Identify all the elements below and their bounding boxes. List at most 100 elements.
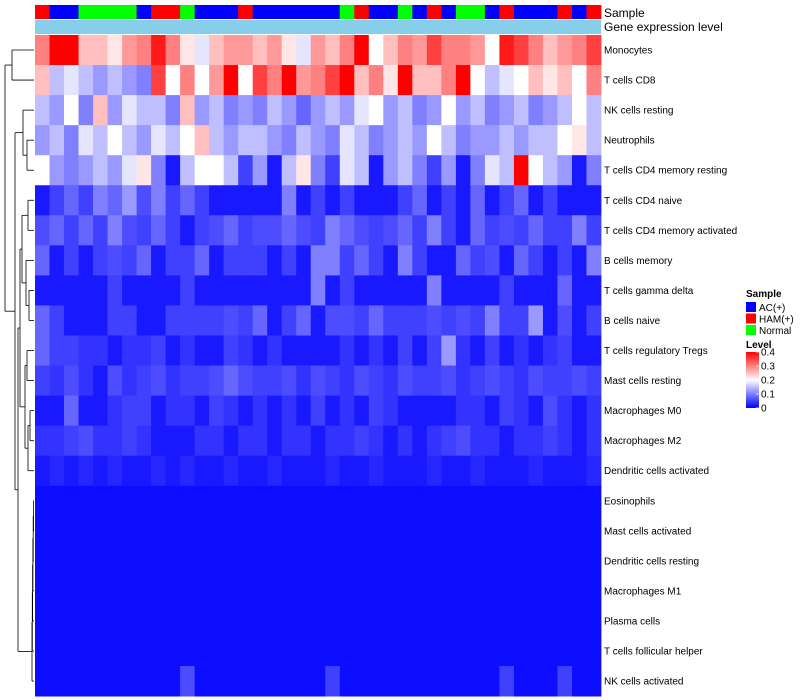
- heatmap-cell: [455, 515, 471, 547]
- heatmap-cell: [107, 425, 123, 457]
- heatmap-cell: [310, 666, 326, 697]
- heatmap-cell: [107, 95, 123, 126]
- heatmap-cell: [586, 425, 602, 457]
- heatmap-cell: [325, 515, 341, 547]
- heatmap-cell: [499, 95, 515, 126]
- heatmap-cell: [180, 485, 196, 517]
- heatmap-cell: [49, 35, 65, 66]
- heatmap-cell: [528, 245, 544, 276]
- heatmap-cell: [165, 335, 181, 366]
- row-label: T cells CD8: [604, 76, 656, 87]
- heatmap-cell: [368, 395, 384, 427]
- heatmap-cell: [571, 455, 587, 487]
- heatmap-cell: [499, 35, 515, 66]
- heatmap-cell: [78, 455, 94, 487]
- heatmap-cell: [238, 185, 254, 216]
- heatmap-cell: [180, 666, 196, 697]
- heatmap-cell: [557, 666, 573, 697]
- heatmap-cell: [513, 185, 529, 216]
- heatmap-cell: [310, 425, 326, 457]
- heatmap-cell: [542, 35, 558, 66]
- heatmap-cell: [339, 636, 355, 667]
- legend-colorbar: [746, 352, 759, 408]
- heatmap-cell: [455, 215, 471, 246]
- heatmap-cell: [499, 305, 515, 336]
- heatmap-cell: [93, 575, 108, 607]
- heatmap-cell: [107, 335, 123, 366]
- heatmap-cell: [296, 425, 312, 457]
- heatmap-cell: [93, 455, 108, 487]
- heatmap-cell: [528, 35, 544, 66]
- heatmap-cell: [513, 485, 529, 517]
- heatmap-cell: [64, 425, 79, 457]
- heatmap-cell: [107, 515, 123, 547]
- heatmap-cell: [49, 545, 65, 577]
- heatmap-cell: [426, 455, 442, 487]
- heatmap-cell: [571, 275, 587, 306]
- heatmap-cell: [310, 125, 326, 156]
- heatmap-cell: [397, 35, 413, 66]
- sample-annotation-cell: [267, 5, 283, 19]
- heatmap-cell: [470, 485, 486, 517]
- heatmap-cell: [383, 215, 399, 246]
- heatmap-cell: [499, 395, 515, 427]
- heatmap-cell: [78, 365, 94, 396]
- heatmap-cell: [455, 636, 471, 667]
- heatmap-cell: [513, 455, 529, 487]
- heatmap-cell: [325, 666, 341, 697]
- heatmap-cell: [470, 605, 486, 637]
- heatmap-cell: [484, 65, 500, 96]
- heatmap-cell: [267, 545, 283, 577]
- heatmap-cell: [93, 335, 108, 366]
- heatmap-cell: [354, 35, 370, 66]
- heatmap-cell: [528, 515, 544, 547]
- heatmap-cell: [354, 365, 370, 396]
- heatmap-cell: [180, 425, 196, 457]
- heatmap-cell: [194, 95, 210, 126]
- row-dendrogram: [4, 49, 34, 682]
- sample-annotation-cell: [296, 5, 312, 19]
- heatmap-cell: [296, 155, 312, 186]
- heatmap-cell: [267, 636, 283, 667]
- heatmap-cell: [194, 575, 210, 607]
- heatmap-cell: [151, 636, 167, 667]
- legend-sample-label: HAM(+): [759, 315, 794, 326]
- heatmap-cell: [557, 335, 573, 366]
- heatmap-cell: [310, 365, 326, 396]
- heatmap-cell: [296, 485, 312, 517]
- heatmap-cell: [151, 425, 167, 457]
- legend: Sample AC(+)HAM(+)Normal Level 0.4 0.3 0.2…: [746, 289, 794, 415]
- heatmap-cell: [296, 365, 312, 396]
- heatmap-cell: [180, 455, 196, 487]
- heatmap-cell: [267, 455, 283, 487]
- heatmap-cell: [267, 365, 283, 396]
- heatmap-cell: [49, 455, 65, 487]
- heatmap-cell: [412, 155, 428, 186]
- heatmap-cell: [310, 245, 326, 276]
- heatmap-cell: [397, 185, 413, 216]
- heatmap-cell: [64, 35, 79, 66]
- row-labels: Monocytes T cells CD8 NK cells resting Neut…: [604, 46, 737, 688]
- heatmap-cell: [64, 275, 79, 306]
- heatmap-cell: [49, 95, 65, 126]
- heatmap-cell: [426, 575, 442, 607]
- heatmap-cell: [194, 605, 210, 637]
- heatmap-cell: [484, 275, 500, 306]
- row-label: Dendritic cells activated: [604, 466, 709, 477]
- heatmap-cell: [64, 575, 79, 607]
- heatmap-cell: [368, 425, 384, 457]
- heatmap-cell: [339, 155, 355, 186]
- sample-annotation-cell: [470, 5, 486, 19]
- heatmap-cell: [412, 335, 428, 366]
- heatmap-cell: [122, 545, 137, 577]
- heatmap-cell: [441, 575, 457, 607]
- heatmap-cell: [484, 155, 500, 186]
- heatmap-cell: [238, 275, 254, 306]
- heatmap-cell: [325, 425, 341, 457]
- heatmap-cell: [136, 155, 152, 186]
- legend-tick-label: 0.2: [761, 376, 775, 387]
- heatmap-cell: [354, 245, 370, 276]
- heatmap-cell: [557, 515, 573, 547]
- row-label: Macrophages M0: [604, 406, 682, 417]
- heatmap-cell: [383, 275, 399, 306]
